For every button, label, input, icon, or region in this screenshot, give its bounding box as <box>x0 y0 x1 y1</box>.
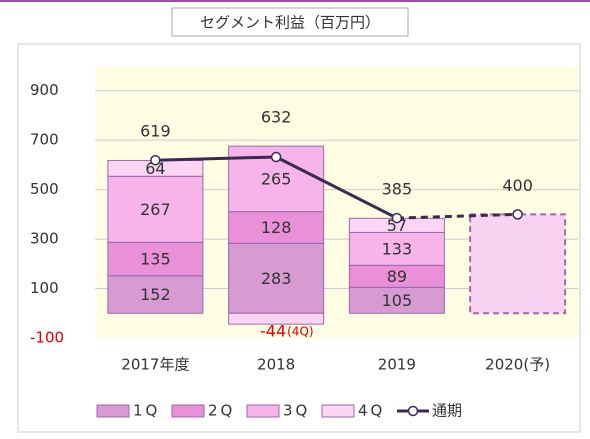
title-box <box>171 7 409 37</box>
legend-label: 2Q <box>208 402 235 420</box>
bar-segment <box>107 241 204 277</box>
data-label: 152 <box>140 285 171 304</box>
bar-segment <box>228 242 325 314</box>
legend-label: 通期 <box>432 402 462 420</box>
x-tick-label: 2019 <box>378 356 416 374</box>
data-label: 133 <box>382 239 413 258</box>
y-tick-label: 500 <box>30 180 59 198</box>
legend-swatch <box>171 404 205 418</box>
line-marker <box>150 154 161 166</box>
legend-marker <box>407 405 419 417</box>
y-tick-label: -100 <box>30 329 64 347</box>
chart-title: セグメント利益（百万円） <box>200 14 380 32</box>
data-label: 57 <box>387 216 407 235</box>
y-tick-label: 900 <box>30 81 59 99</box>
x-tick-label: 2017年度 <box>121 356 189 374</box>
y-tick-label: 700 <box>30 131 59 149</box>
total-label: 619 <box>140 122 171 141</box>
line-segment <box>396 212 518 220</box>
total-label: 400 <box>502 176 533 195</box>
legend-label: 3Q <box>283 402 310 420</box>
annotation: (4Q) <box>287 325 313 339</box>
bar-segment <box>228 312 325 325</box>
total-label: 385 <box>382 180 413 199</box>
legend-swatch <box>96 404 130 418</box>
data-label: 267 <box>140 200 171 219</box>
line-segment <box>275 155 398 220</box>
data-label: 135 <box>140 249 171 268</box>
total-label: 632 <box>261 108 292 127</box>
line-marker <box>270 151 282 163</box>
line-segment <box>155 155 277 162</box>
bar-segment <box>228 211 325 244</box>
projected-bar <box>469 213 567 315</box>
bar-segment <box>107 175 204 243</box>
x-tick-label: 2020(予) <box>485 356 550 374</box>
data-label: 128 <box>261 218 292 237</box>
data-label: -44 <box>260 322 286 341</box>
bar-segment <box>348 286 445 314</box>
bar-segment <box>348 231 445 266</box>
line-marker <box>512 209 523 220</box>
legend-label: 1Q <box>133 402 160 420</box>
line-marker <box>391 212 403 224</box>
legend-swatch <box>321 404 355 418</box>
data-label: 105 <box>382 291 413 310</box>
data-label: 64 <box>145 159 165 178</box>
legend-label: 4Q <box>358 402 385 420</box>
legend-swatch <box>246 404 280 418</box>
x-tick-label: 2018 <box>257 356 295 374</box>
data-label: 265 <box>261 169 292 188</box>
data-label: 89 <box>387 267 407 286</box>
y-tick-label: 300 <box>30 230 59 248</box>
data-label: 283 <box>261 269 292 288</box>
y-tick-label: 100 <box>30 279 59 297</box>
